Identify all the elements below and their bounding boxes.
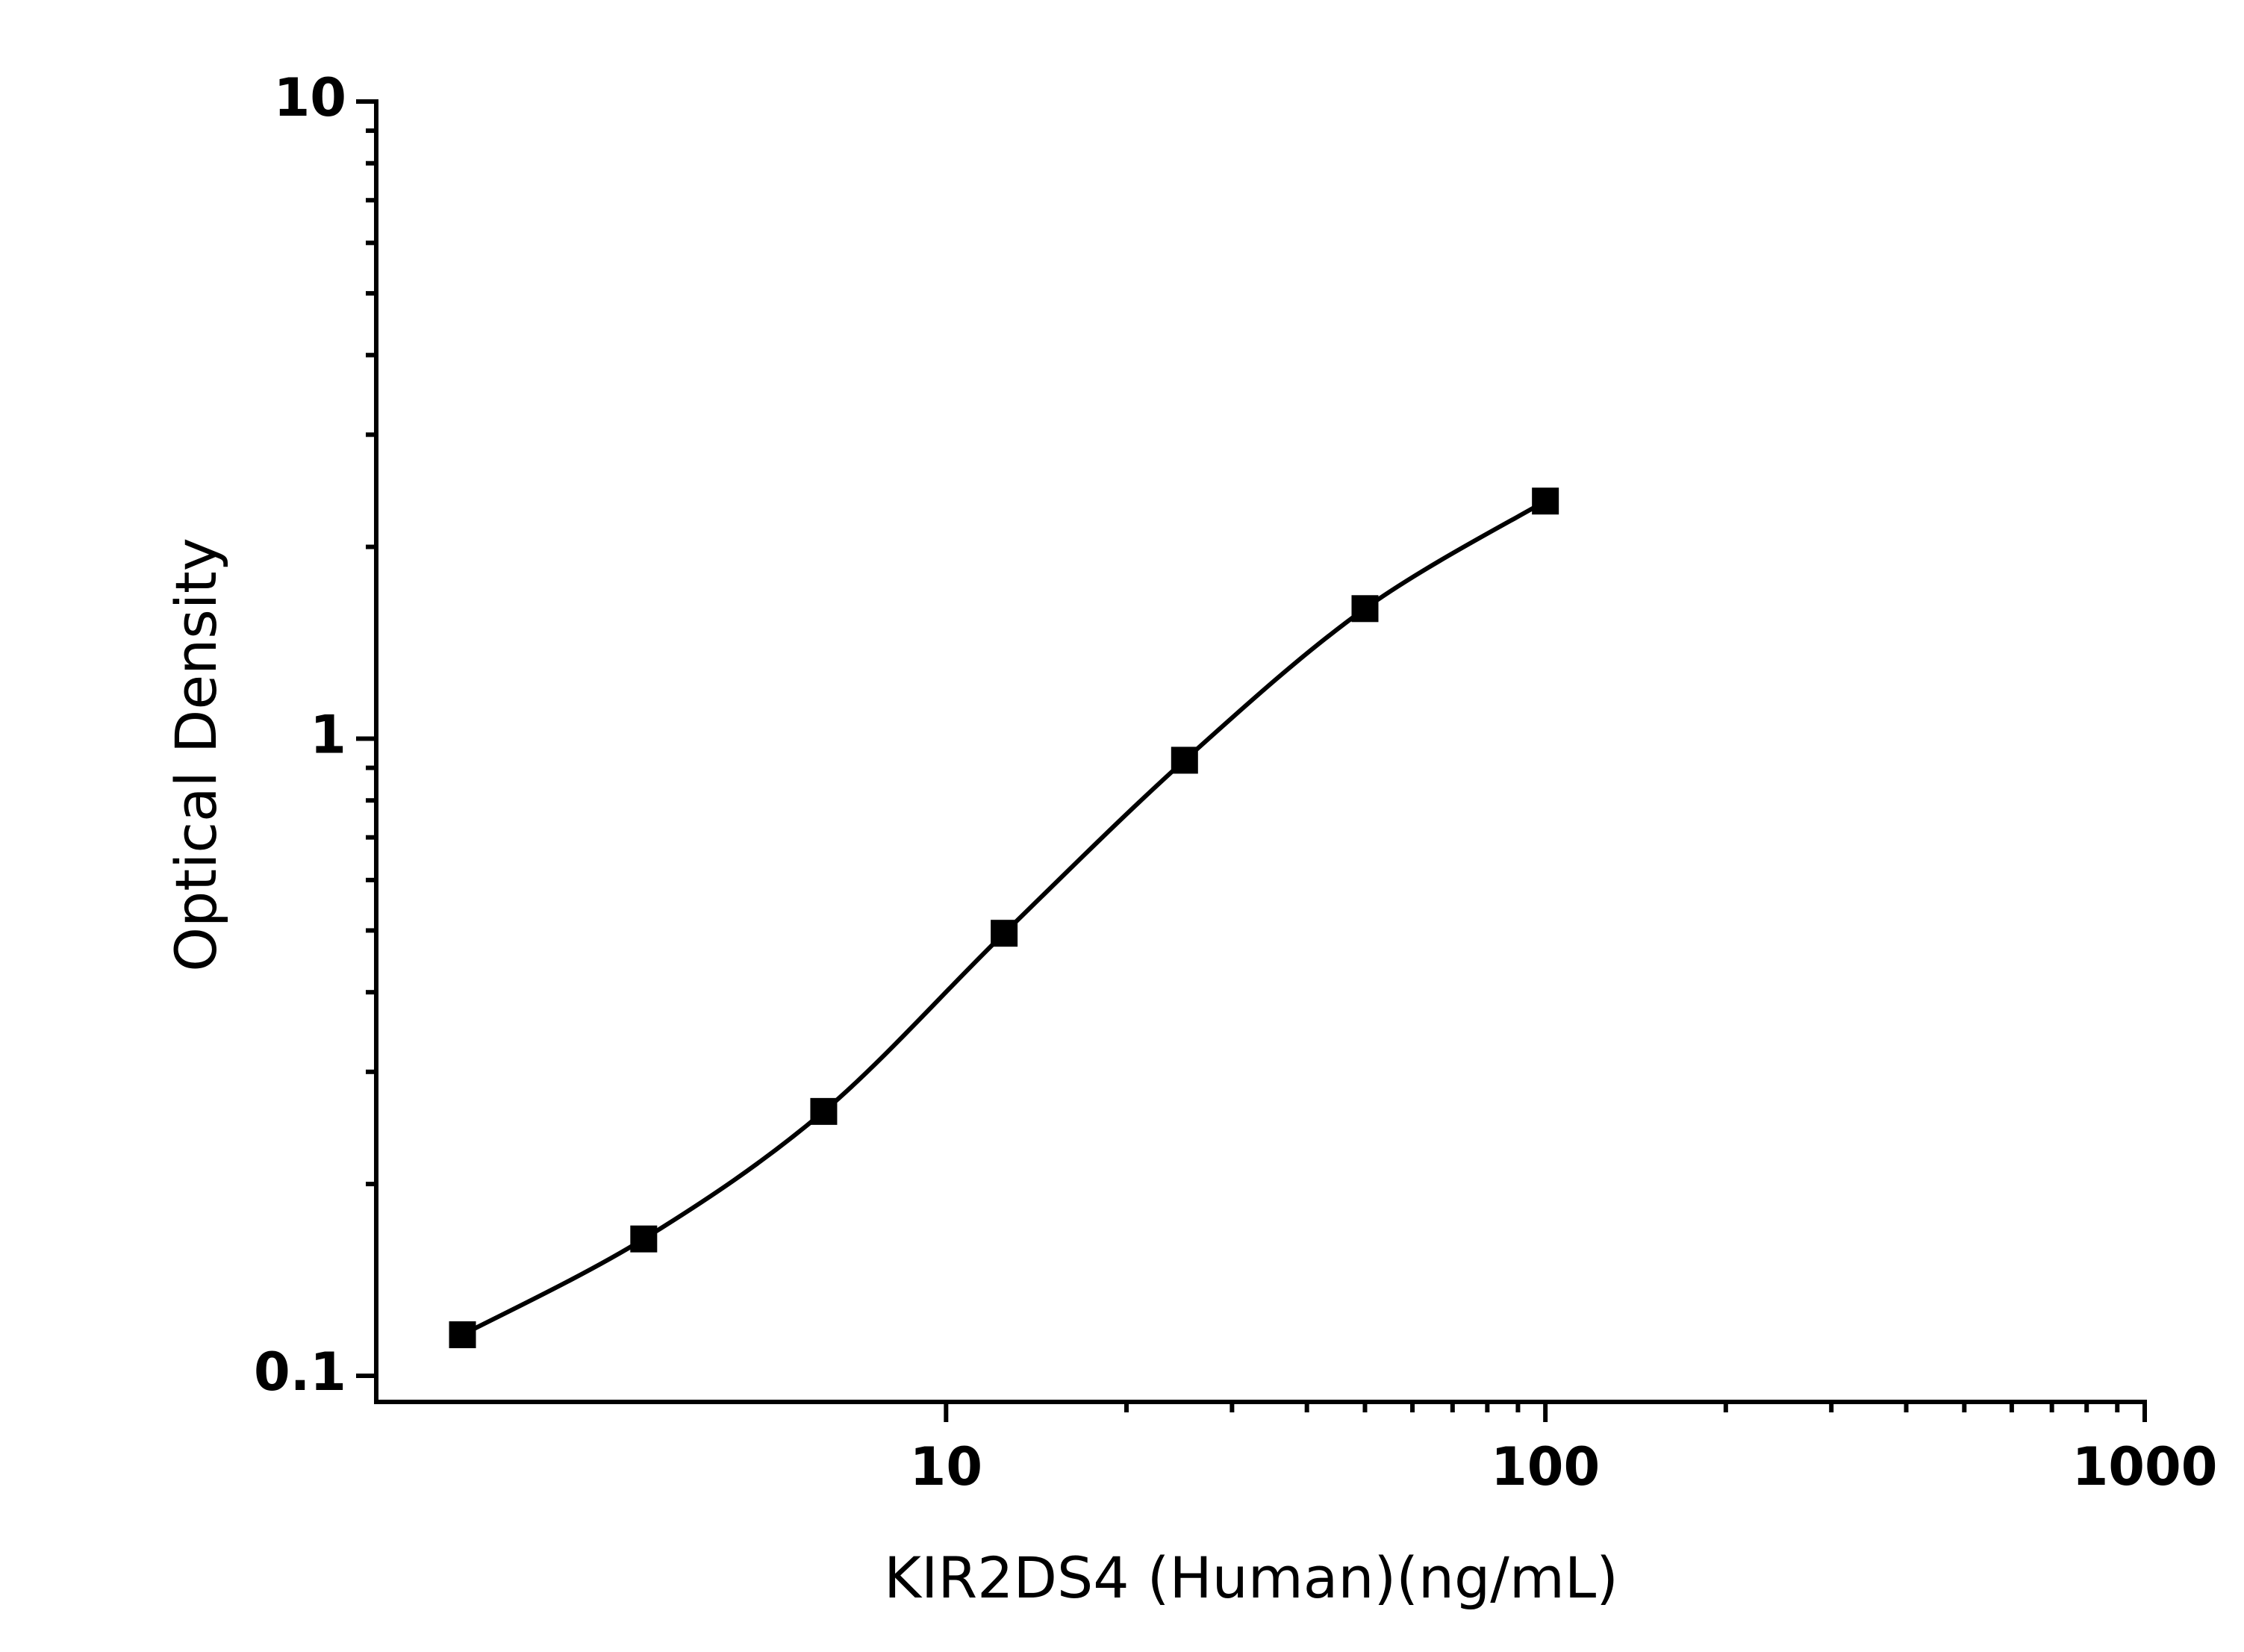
marker — [1532, 487, 1559, 515]
y-tick-label: 10 — [274, 67, 346, 128]
y-axis-title: Optical Density — [163, 537, 229, 972]
marker — [630, 1225, 658, 1253]
marker — [449, 1321, 476, 1349]
marker — [1351, 595, 1379, 623]
x-tick-label: 1000 — [2072, 1436, 2218, 1497]
y-tick-label: 1 — [310, 705, 346, 766]
marker — [810, 1097, 838, 1125]
marker — [991, 920, 1018, 947]
y-tick-label: 0.1 — [254, 1341, 346, 1403]
marker — [1171, 746, 1198, 774]
x-axis-title: KIR2DS4 (Human)(ng/mL) — [884, 1545, 1618, 1611]
x-tick-label: 10 — [910, 1436, 982, 1497]
x-tick-label: 100 — [1491, 1436, 1600, 1497]
fit-curve — [461, 499, 1547, 1337]
